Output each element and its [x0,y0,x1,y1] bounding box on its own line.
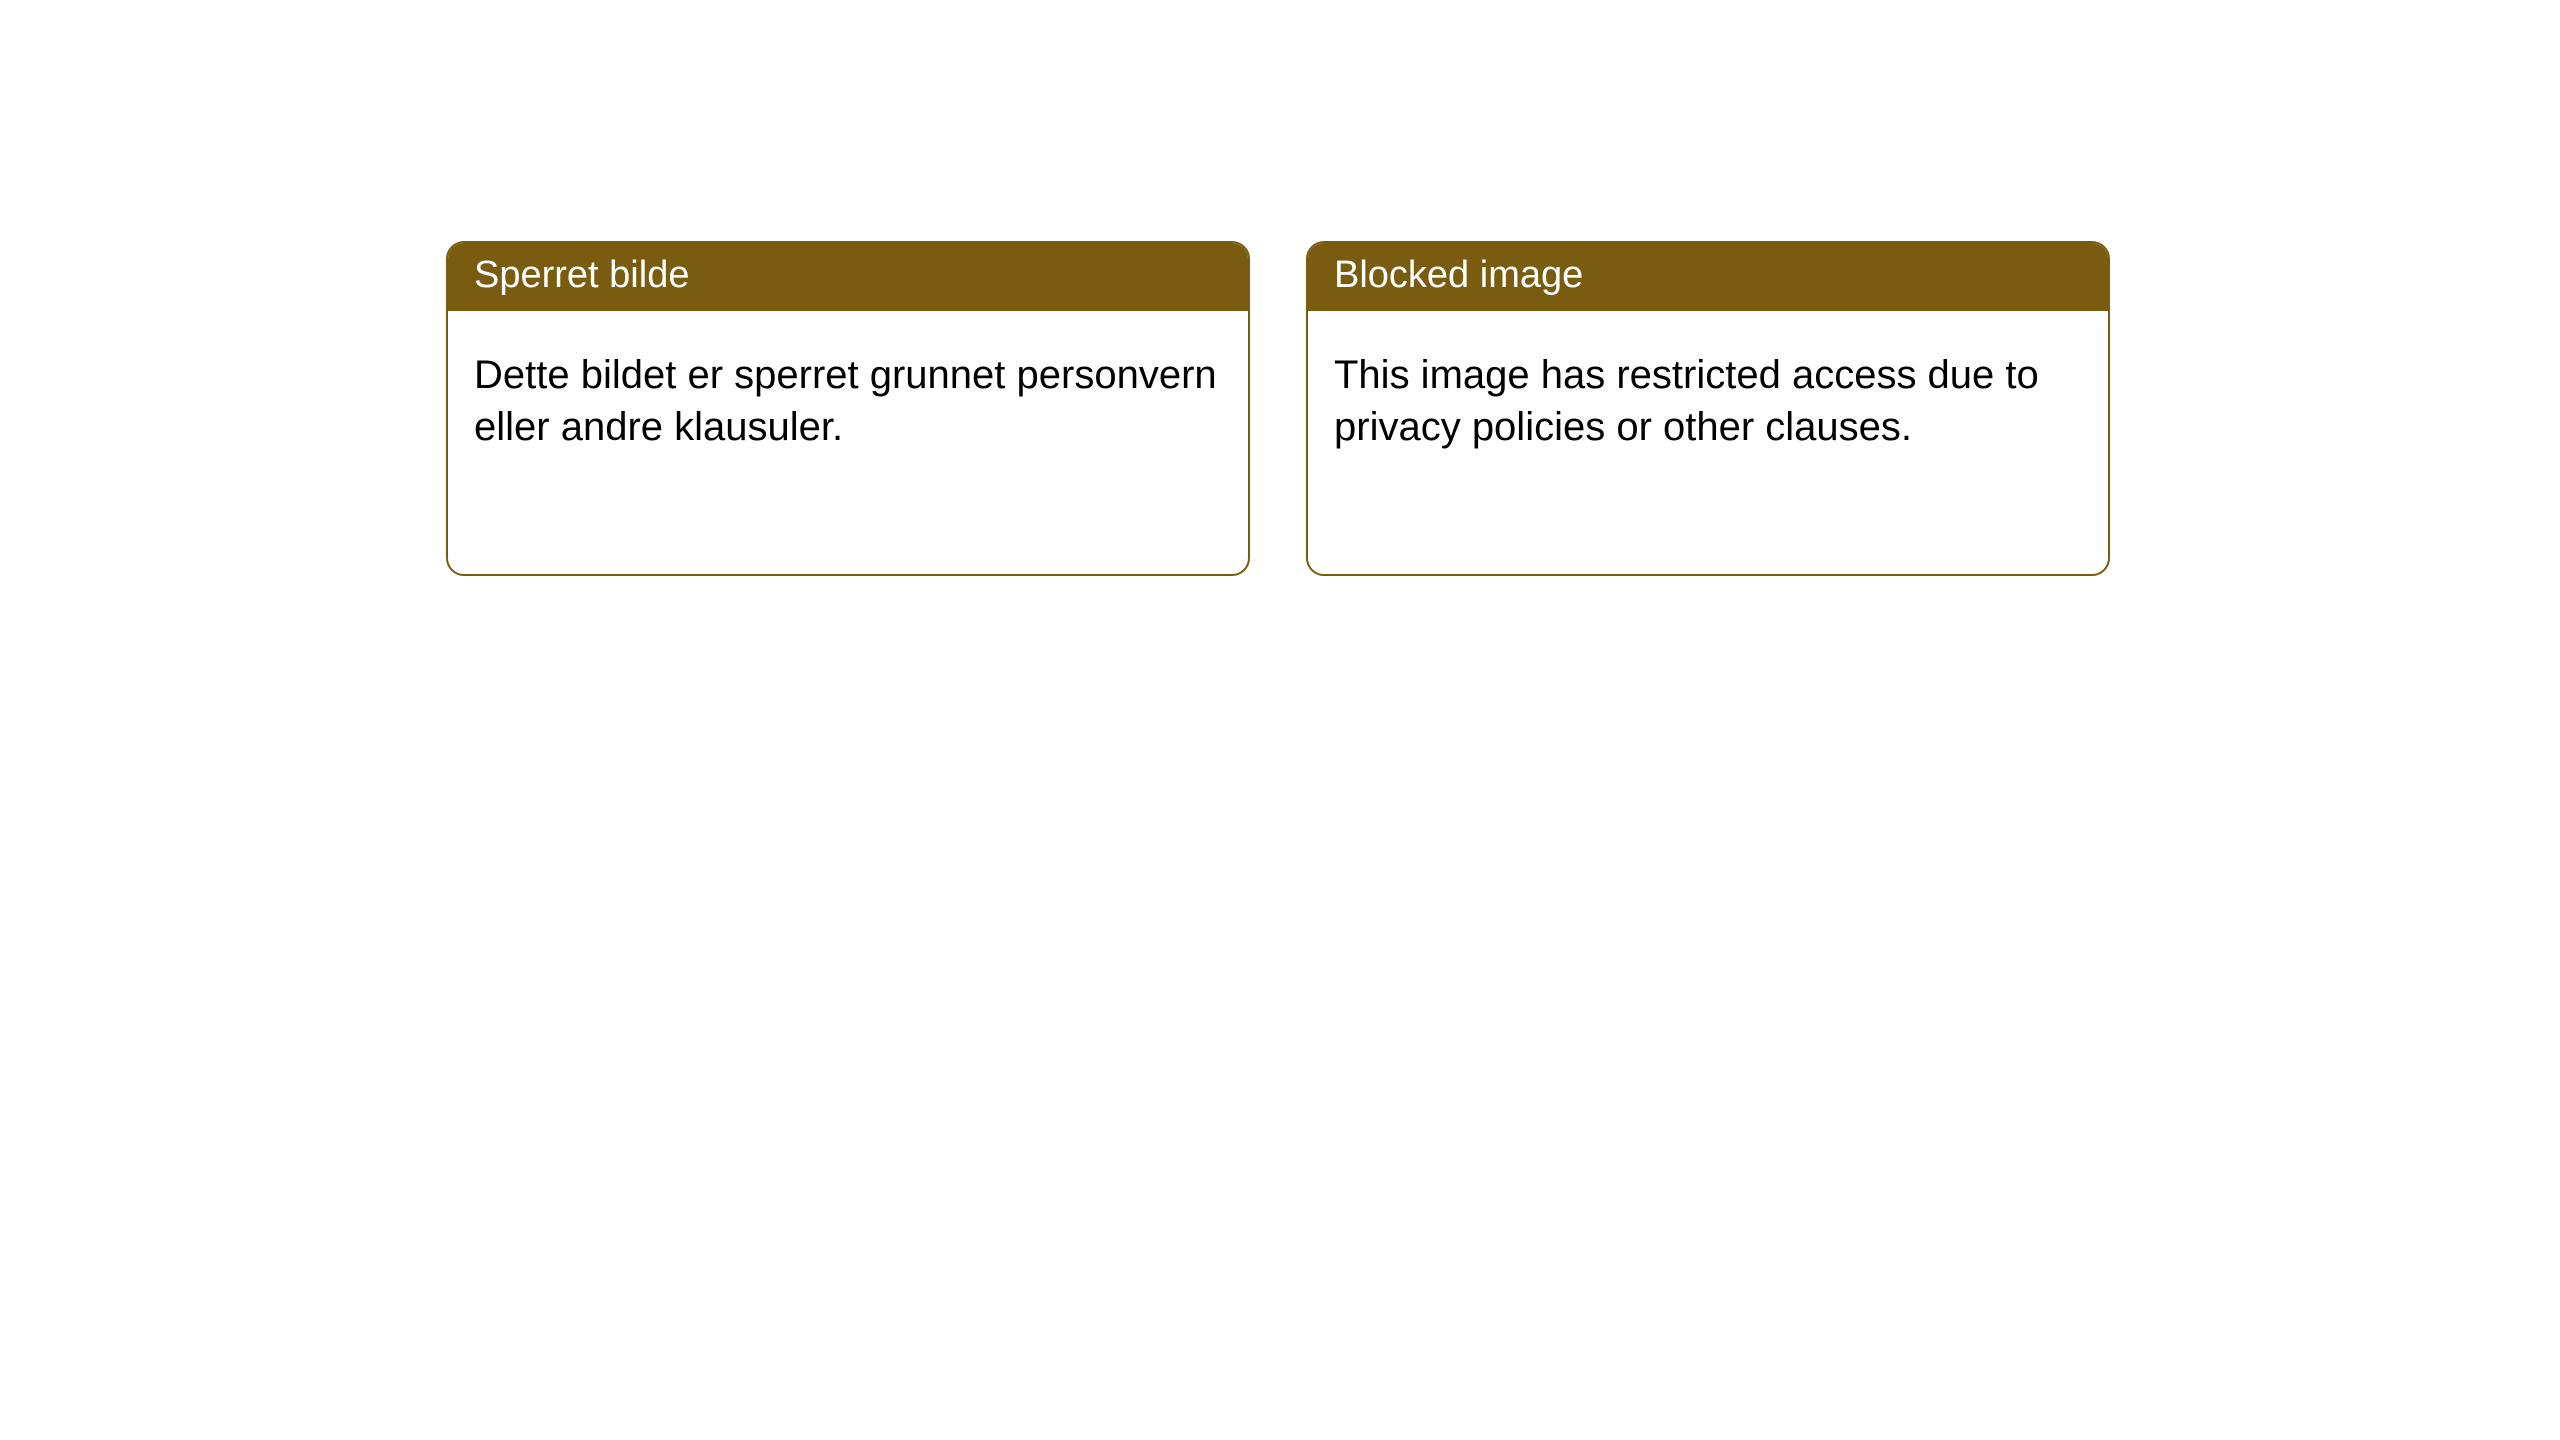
notice-card-norwegian: Sperret bilde Dette bildet er sperret gr… [446,241,1250,576]
notice-cards-container: Sperret bilde Dette bildet er sperret gr… [0,0,2560,576]
notice-card-header: Blocked image [1308,243,2108,311]
notice-card-header: Sperret bilde [448,243,1248,311]
notice-card-english: Blocked image This image has restricted … [1306,241,2110,576]
notice-card-body: This image has restricted access due to … [1308,311,2108,479]
notice-card-body: Dette bildet er sperret grunnet personve… [448,311,1248,479]
